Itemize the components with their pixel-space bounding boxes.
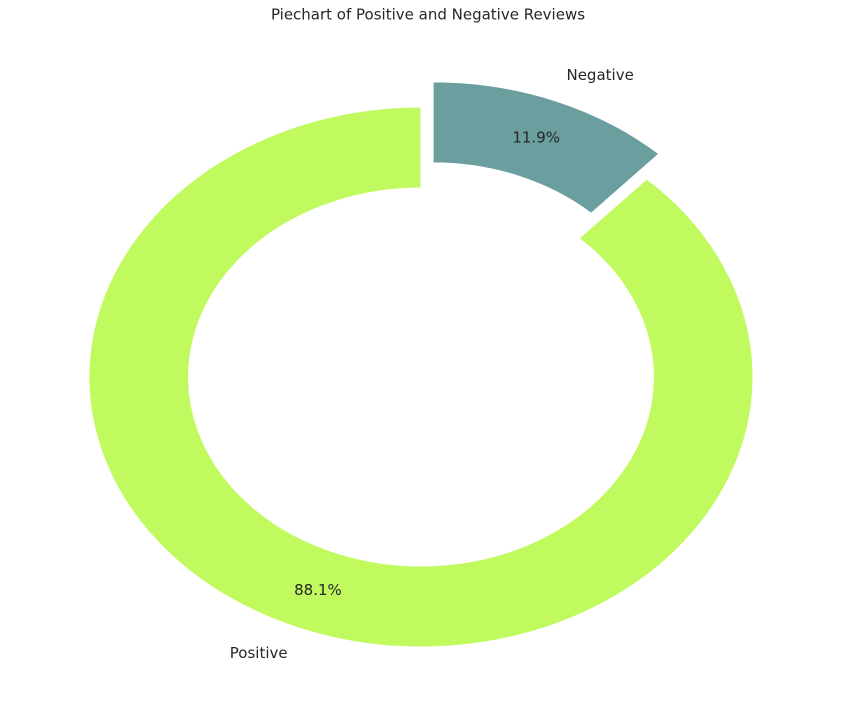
chart-title: Piechart of Positive and Negative Review… <box>271 6 585 24</box>
slice-label: Negative <box>566 66 633 84</box>
donut-slice <box>432 81 660 214</box>
slice-label: Positive <box>230 644 288 662</box>
value-label: 11.9% <box>512 129 560 147</box>
donut-slice <box>88 106 754 648</box>
value-label: 88.1% <box>294 581 342 599</box>
